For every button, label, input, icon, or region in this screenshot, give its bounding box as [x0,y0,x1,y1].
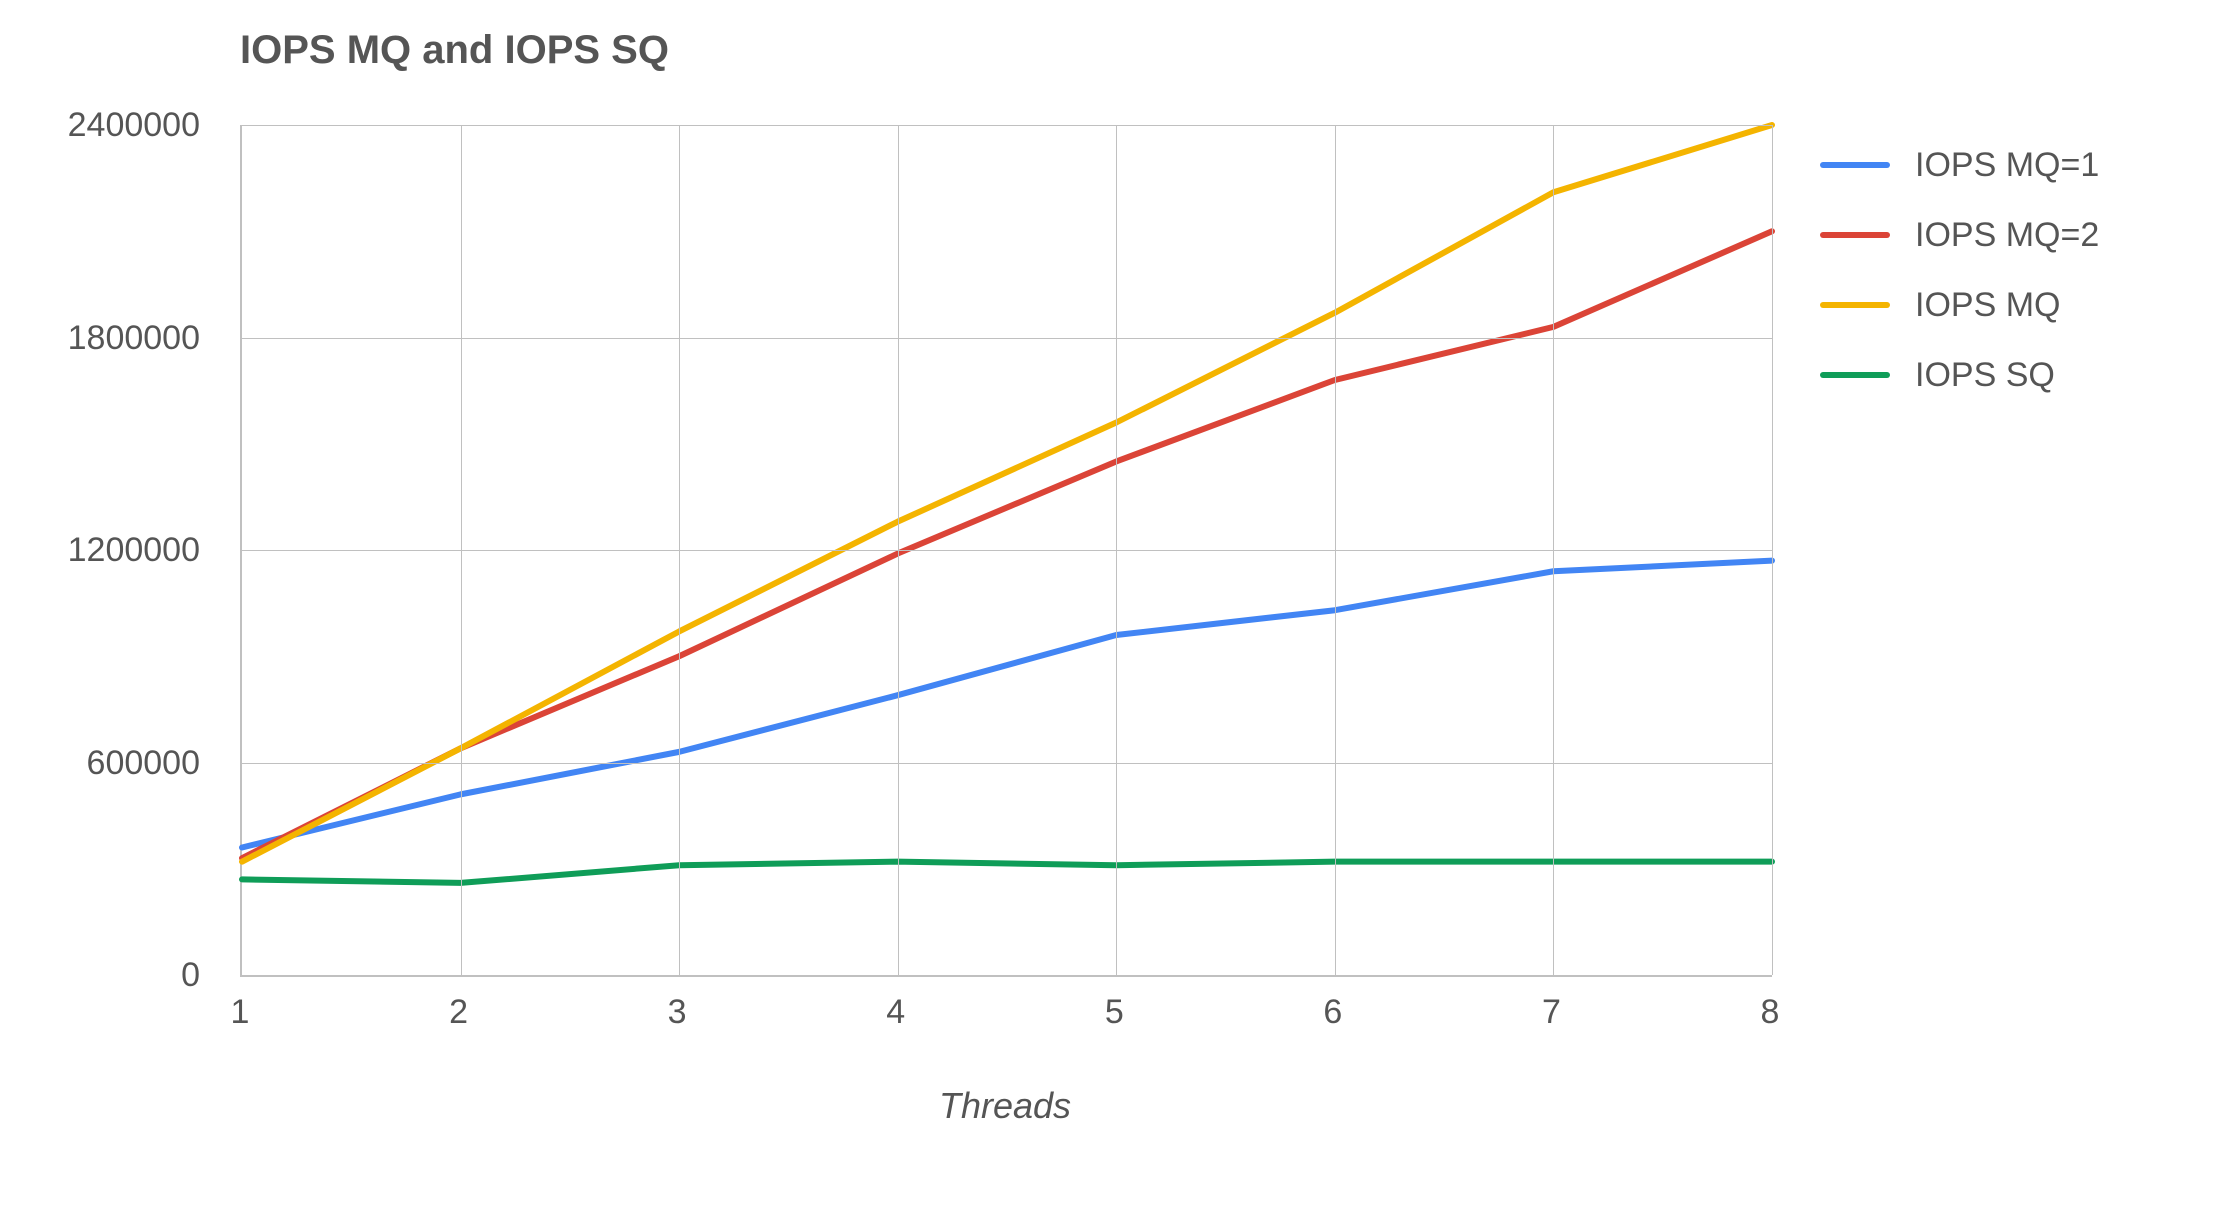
gridline-horizontal [242,550,1772,551]
legend-swatch [1820,302,1890,308]
gridline-vertical [461,125,462,975]
plot-area [240,125,1772,977]
legend-item: IOPS MQ=2 [1820,200,2099,270]
legend: IOPS MQ=1 IOPS MQ=2 IOPS MQ IOPS SQ [1820,130,2099,410]
y-tick-label: 2400000 [0,106,200,145]
x-tick-label: 3 [647,993,707,1032]
y-tick-label: 1200000 [0,531,200,570]
legend-swatch [1820,232,1890,238]
chart-container: IOPS MQ and IOPS SQ Threads IOPS MQ=1IOP… [0,0,2234,1210]
gridline-vertical [1772,125,1773,975]
y-tick-label: 600000 [0,744,200,783]
y-tick-label: 0 [0,956,200,995]
legend-item: IOPS MQ [1820,270,2099,340]
x-tick-label: 4 [866,993,926,1032]
gridline-horizontal [242,763,1772,764]
gridline-vertical [1553,125,1554,975]
legend-item: IOPS MQ=1 [1820,130,2099,200]
x-tick-label: 7 [1521,993,1581,1032]
x-tick-label: 6 [1303,993,1363,1032]
x-tick-label: 2 [429,993,489,1032]
chart-title: IOPS MQ and IOPS SQ [240,28,669,73]
y-tick-label: 1800000 [0,319,200,358]
legend-label: IOPS MQ=2 [1915,216,2099,255]
gridline-vertical [1335,125,1336,975]
x-tick-label: 5 [1084,993,1144,1032]
gridline-horizontal [242,338,1772,339]
series-line [242,862,1772,883]
legend-item: IOPS SQ [1820,340,2099,410]
gridline-vertical [679,125,680,975]
gridline-horizontal [242,125,1772,126]
x-axis-label: Threads [240,1085,1770,1127]
series-line [242,125,1772,862]
legend-swatch [1820,162,1890,168]
legend-label: IOPS MQ=1 [1915,146,2099,185]
gridline-vertical [898,125,899,975]
legend-label: IOPS SQ [1915,356,2055,395]
gridline-vertical [1116,125,1117,975]
series-line [242,561,1772,848]
legend-label: IOPS MQ [1915,286,2060,325]
x-tick-label: 1 [210,993,270,1032]
series-line [242,231,1772,858]
legend-swatch [1820,372,1890,378]
x-tick-label: 8 [1740,993,1800,1032]
